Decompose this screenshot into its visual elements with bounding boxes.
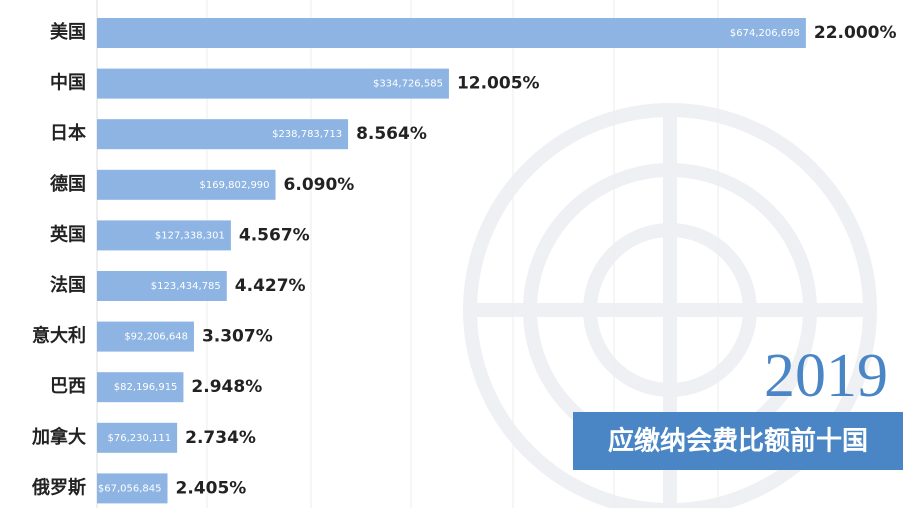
percent-label: 2.734% — [185, 428, 256, 448]
bar — [97, 271, 227, 301]
bar — [97, 220, 231, 251]
bar — [97, 422, 178, 453]
value-label: $92,206,648 — [124, 332, 188, 343]
value-label: $67,056,845 — [98, 483, 162, 494]
category-label: 加拿大 — [31, 426, 86, 448]
value-label: $127,338,301 — [155, 230, 225, 241]
category-label: 英国 — [49, 223, 86, 245]
value-label: $334,726,585 — [373, 79, 443, 90]
bar — [97, 18, 806, 48]
chart-subtitle: 应缴纳会费比额前十国 — [608, 426, 868, 457]
percent-label: 2.405% — [176, 478, 247, 498]
bar — [97, 321, 194, 352]
bar — [97, 372, 184, 403]
bar — [97, 68, 449, 99]
percent-label: 8.564% — [356, 124, 427, 144]
bar — [97, 169, 276, 200]
value-label: $238,783,713 — [272, 129, 342, 140]
category-label: 意大利 — [32, 325, 86, 347]
percent-label: 22.000% — [814, 23, 897, 43]
percent-label: 6.090% — [284, 175, 355, 195]
value-label: $76,230,111 — [108, 433, 172, 444]
chart-title: 2019 — [764, 342, 888, 410]
category-label: 俄罗斯 — [31, 476, 86, 498]
percent-label: 3.307% — [202, 327, 273, 347]
category-label: 美国 — [50, 21, 86, 43]
bar — [97, 473, 168, 504]
percent-label: 2.948% — [191, 377, 262, 397]
category-label: 法国 — [50, 274, 86, 296]
bar — [97, 119, 349, 150]
percent-label: 12.005% — [457, 74, 540, 94]
value-label: $169,802,990 — [200, 180, 270, 191]
category-label: 日本 — [50, 122, 86, 144]
percent-label: 4.427% — [235, 276, 306, 296]
category-label: 巴西 — [50, 376, 86, 397]
value-label: $82,196,915 — [114, 382, 178, 393]
value-label: $674,206,698 — [730, 28, 800, 39]
category-label: 中国 — [50, 72, 86, 94]
subtitle-box — [573, 412, 903, 470]
category-label: 德国 — [50, 173, 86, 195]
percent-label: 4.567% — [239, 225, 310, 245]
value-label: $123,434,785 — [151, 281, 221, 292]
